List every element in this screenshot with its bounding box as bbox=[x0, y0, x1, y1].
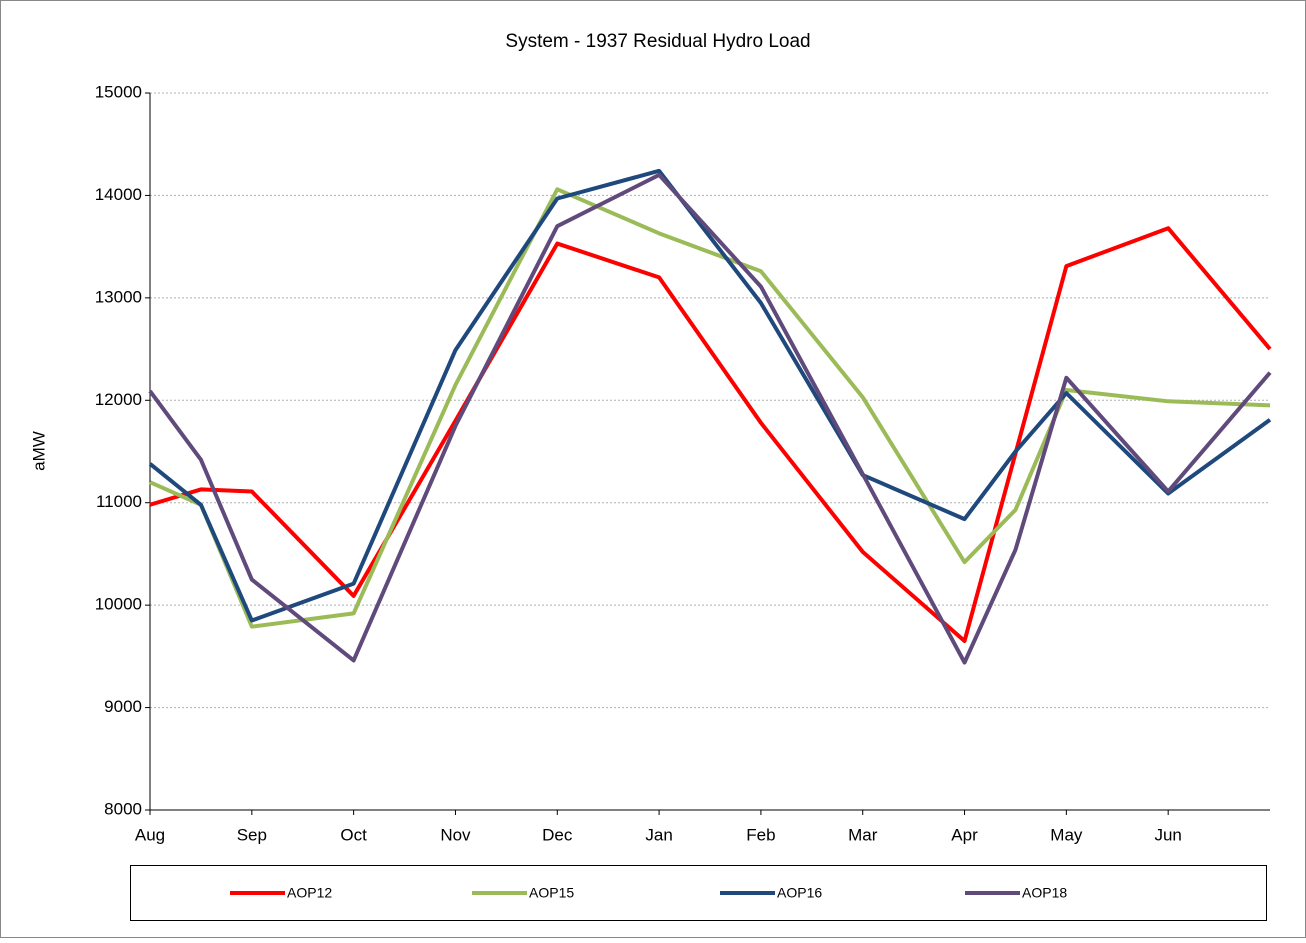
series-line bbox=[148, 172, 1272, 665]
x-tick-label: Jun bbox=[1154, 825, 1181, 844]
x-tick-label: Apr bbox=[951, 825, 978, 844]
y-tick-label: 15000 bbox=[95, 82, 142, 101]
x-tick-label: Jan bbox=[645, 825, 672, 844]
x-tick-label: Oct bbox=[340, 825, 367, 844]
y-tick-label: 10000 bbox=[95, 595, 142, 614]
legend-label: AOP18 bbox=[1022, 885, 1067, 901]
x-tick-label: Aug bbox=[135, 825, 165, 844]
legend-box bbox=[130, 865, 1267, 921]
x-tick-label: Feb bbox=[746, 825, 775, 844]
y-tick-label: 13000 bbox=[95, 287, 142, 306]
x-tick-label: Mar bbox=[848, 825, 878, 844]
legend-label: AOP12 bbox=[287, 885, 332, 901]
y-tick-label: 9000 bbox=[104, 697, 142, 716]
x-tick-label: Sep bbox=[237, 825, 267, 844]
y-tick-label: 14000 bbox=[95, 185, 142, 204]
x-tick-label: Dec bbox=[542, 825, 573, 844]
legend-label: AOP15 bbox=[529, 885, 574, 901]
y-tick-label: 11000 bbox=[96, 492, 142, 511]
series-line bbox=[149, 226, 1272, 643]
y-tick-label: 12000 bbox=[95, 390, 142, 409]
y-tick-label: 8000 bbox=[104, 799, 142, 818]
x-tick-label: May bbox=[1050, 825, 1083, 844]
chart-title: System - 1937 Residual Hydro Load bbox=[505, 31, 810, 52]
x-tick-label: Nov bbox=[440, 825, 471, 844]
y-axis-label: aMW bbox=[29, 431, 48, 471]
legend-label: AOP16 bbox=[777, 885, 822, 901]
